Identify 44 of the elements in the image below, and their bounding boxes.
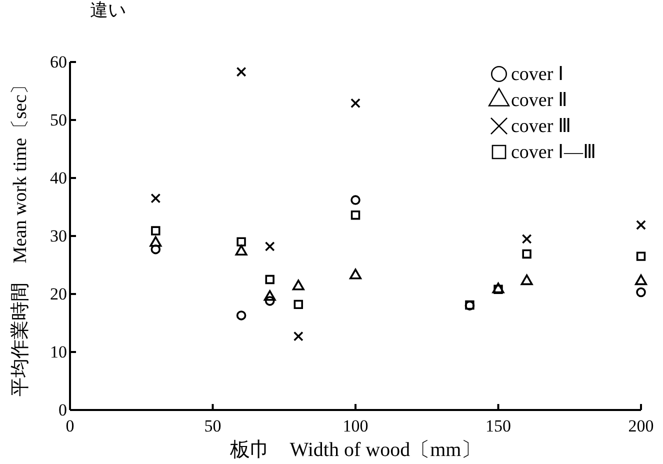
point	[264, 290, 276, 301]
chart-title: 違い	[90, 0, 126, 20]
legend-label: cover Ⅲ	[511, 116, 571, 137]
legend-label: cover Ⅰ—Ⅲ	[511, 142, 596, 163]
y-tick-label: 0	[58, 400, 67, 420]
y-tick-label: 50	[50, 110, 67, 130]
legend-label: cover Ⅱ	[511, 90, 567, 111]
point	[264, 241, 275, 252]
point	[292, 280, 304, 290]
x-tick-label: 100	[342, 416, 368, 436]
legend-label: cover Ⅰ	[511, 64, 564, 85]
point	[522, 249, 532, 259]
point	[350, 210, 360, 220]
point	[236, 237, 246, 246]
point	[350, 98, 360, 108]
point	[265, 274, 274, 284]
x-tick-label: 50	[204, 416, 222, 436]
point	[636, 287, 646, 298]
point	[520, 274, 533, 286]
x-tick-label: 150	[486, 416, 511, 436]
point	[150, 244, 161, 254]
x-axis-title: 板巾 Width of wood〔mm〕	[228, 439, 482, 461]
point	[635, 274, 647, 286]
y-tick-label: 10	[50, 342, 67, 362]
point	[150, 236, 162, 247]
point	[235, 244, 248, 256]
point	[350, 268, 362, 280]
point	[636, 252, 646, 261]
point	[522, 234, 532, 244]
x-tick-label: 200	[628, 416, 654, 436]
y-tick-label: 60	[50, 52, 67, 72]
point	[150, 193, 161, 204]
point	[236, 66, 246, 77]
point	[264, 296, 275, 306]
point	[294, 300, 304, 310]
point	[636, 220, 646, 230]
y-tick-label: 40	[50, 168, 67, 188]
point	[293, 331, 304, 342]
point	[236, 310, 246, 320]
y-tick-label: 20	[50, 284, 67, 304]
y-tick-label: 30	[50, 226, 67, 246]
point	[151, 226, 160, 236]
y-axis-title: 平均作業時間 Mean work time〔sec〕	[10, 76, 31, 396]
point	[350, 195, 360, 205]
